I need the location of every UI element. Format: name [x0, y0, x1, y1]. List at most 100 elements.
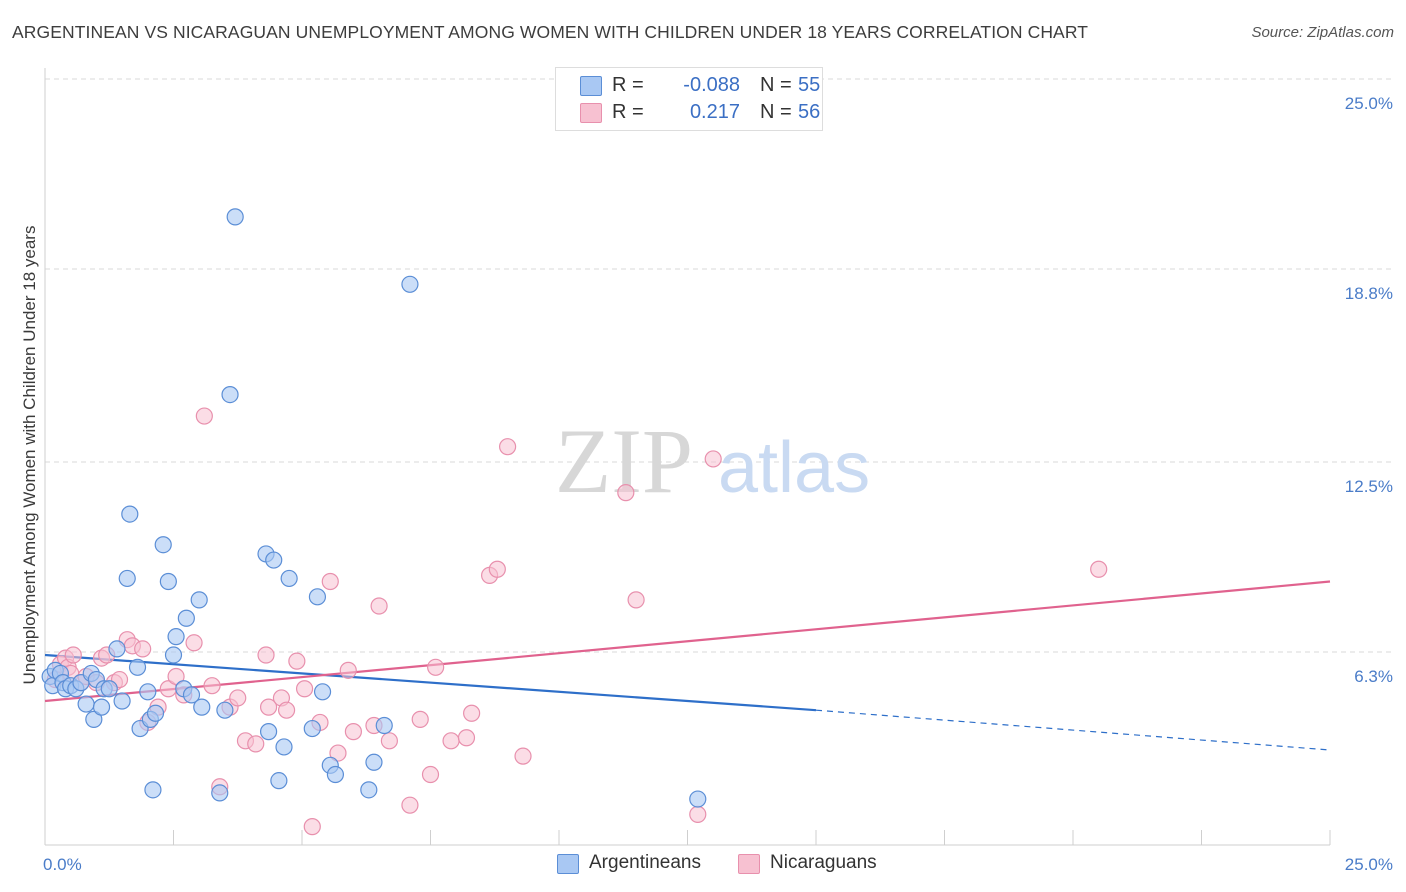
axes-layer: [44, 68, 1331, 846]
nicaraguans-point-40: [344, 723, 362, 741]
argentineans-point-54: [689, 790, 707, 808]
y-tick-label-1: 12.5%: [1345, 477, 1393, 496]
argentineans-point-43: [275, 738, 293, 756]
argentineans-point-11: [85, 710, 103, 728]
nicaraguans-point-38: [329, 744, 347, 762]
nicaraguans-point-42: [370, 597, 388, 615]
argentineans-swatch: [580, 76, 602, 96]
argentineans-point-34: [193, 698, 211, 716]
legend-r-label: R =: [612, 101, 644, 123]
argentineans-point-25: [146, 704, 165, 722]
legend-r-label: R =: [612, 74, 644, 96]
argentineans-point-20: [128, 658, 147, 676]
nicaraguans-point-35: [303, 818, 321, 836]
legend-r-value: -0.088: [683, 74, 740, 96]
nicaraguans-point-47: [427, 658, 445, 676]
argentineans-point-38: [226, 208, 244, 226]
x-tick-label-0: 0.0%: [43, 855, 82, 874]
nicaraguans-trend-line: [44, 580, 1331, 703]
argentineans-point-51: [365, 753, 383, 771]
grid-layer: [45, 78, 1392, 653]
argentineans-point-46: [308, 588, 327, 606]
legend-n-value: 56: [798, 101, 821, 123]
argentineans-point-24: [144, 781, 162, 799]
argentineans-point-47: [313, 683, 332, 701]
argentineans-point-15: [100, 680, 118, 698]
argentineans-point-22: [139, 683, 157, 701]
nicaraguans-point-44: [401, 796, 419, 814]
x-tick-label-1: 25.0%: [1345, 855, 1393, 874]
nicaraguans-point-52: [488, 560, 506, 578]
legend-n-value: 55: [798, 74, 821, 96]
argentineans-point-37: [221, 385, 239, 404]
nicaraguans-point-22: [195, 407, 213, 425]
legend-label-nicaraguans: Nicaraguans: [770, 852, 877, 873]
nicaraguans-point-26: [229, 689, 247, 707]
nicaraguans-point-58: [704, 450, 722, 468]
nicaraguans-point-39: [339, 661, 357, 679]
data-points: [41, 208, 1108, 836]
argentineans-point-31: [177, 609, 195, 627]
chart-title: ARGENTINEAN VS NICARAGUAN UNEMPLOYMENT A…: [12, 22, 1089, 42]
argentineans-point-13: [92, 698, 111, 716]
nicaraguans-point-48: [442, 732, 460, 750]
argentineans-point-16: [108, 640, 126, 658]
legend-n-label: N =: [760, 101, 792, 123]
argentineans-point-40: [259, 723, 278, 741]
nicaraguans-point-46: [421, 765, 440, 784]
argentineans-point-45: [303, 719, 321, 738]
watermark-atlas: atlas: [718, 428, 870, 508]
y-tick-label-2: 18.8%: [1345, 284, 1393, 303]
nicaraguans-legend-swatch: [738, 854, 760, 874]
nicaraguans-point-15: [134, 640, 152, 658]
legend-n-label: N =: [760, 74, 792, 96]
argentineans-legend-swatch: [557, 854, 579, 874]
nicaraguans-point-54: [514, 747, 532, 765]
y-tick-label-3: 25.0%: [1345, 94, 1393, 113]
argentineans-point-41: [265, 551, 283, 569]
argentineans-point-53: [401, 275, 419, 293]
nicaraguans-point-19: [167, 667, 185, 686]
tick-labels: 6.3% 12.5% 18.8% 25.0% 0.0% 25.0%: [43, 94, 1393, 874]
nicaraguans-point-37: [321, 572, 339, 591]
argentineans-point-42: [270, 772, 288, 790]
nicaraguans-point-21: [185, 634, 203, 652]
nicaraguans-point-53: [499, 438, 517, 456]
argentineans-point-33: [190, 591, 208, 609]
nicaraguans-point-50: [463, 704, 481, 722]
nicaraguans-point-43: [380, 732, 398, 750]
argentineans-point-9: [77, 695, 95, 713]
nicaraguans-point-34: [295, 680, 314, 698]
argentineans-point-17: [113, 692, 131, 710]
argentineans-point-50: [360, 781, 378, 799]
argentineans-point-35: [211, 784, 229, 802]
nicaraguans-point-57: [689, 805, 707, 823]
nicaraguans-point-59: [1090, 560, 1108, 578]
argentineans-point-18: [118, 569, 136, 588]
nicaraguans-swatch: [580, 103, 602, 123]
argentineans-point-32: [182, 686, 201, 704]
trend-lines: [44, 580, 1331, 751]
argentineans-point-28: [164, 646, 183, 664]
argentineans-point-29: [167, 628, 185, 646]
legend-r-value: 0.217: [689, 101, 740, 123]
argentineans-point-52: [375, 716, 393, 735]
y-tick-label-0: 6.3%: [1354, 667, 1393, 686]
nicaraguans-point-30: [259, 698, 278, 716]
nicaraguans-point-28: [247, 735, 265, 753]
nicaraguans-point-45: [411, 710, 429, 728]
nicaraguans-point-5: [64, 646, 82, 664]
legend-label-argentineans: Argentineans: [589, 852, 701, 873]
nicaraguans-point-56: [627, 591, 645, 609]
argentineans-point-27: [159, 572, 177, 591]
argentineans-trend-extension: [815, 709, 1331, 751]
nicaraguans-point-33: [288, 652, 306, 670]
argentineans-point-26: [154, 536, 172, 554]
nicaraguans-point-29: [257, 646, 275, 664]
nicaraguans-point-23: [203, 677, 221, 695]
nicaraguans-point-55: [617, 484, 635, 502]
nicaraguans-point-49: [457, 729, 476, 747]
nicaraguans-point-32: [277, 701, 296, 719]
argentineans-point-44: [280, 569, 298, 588]
